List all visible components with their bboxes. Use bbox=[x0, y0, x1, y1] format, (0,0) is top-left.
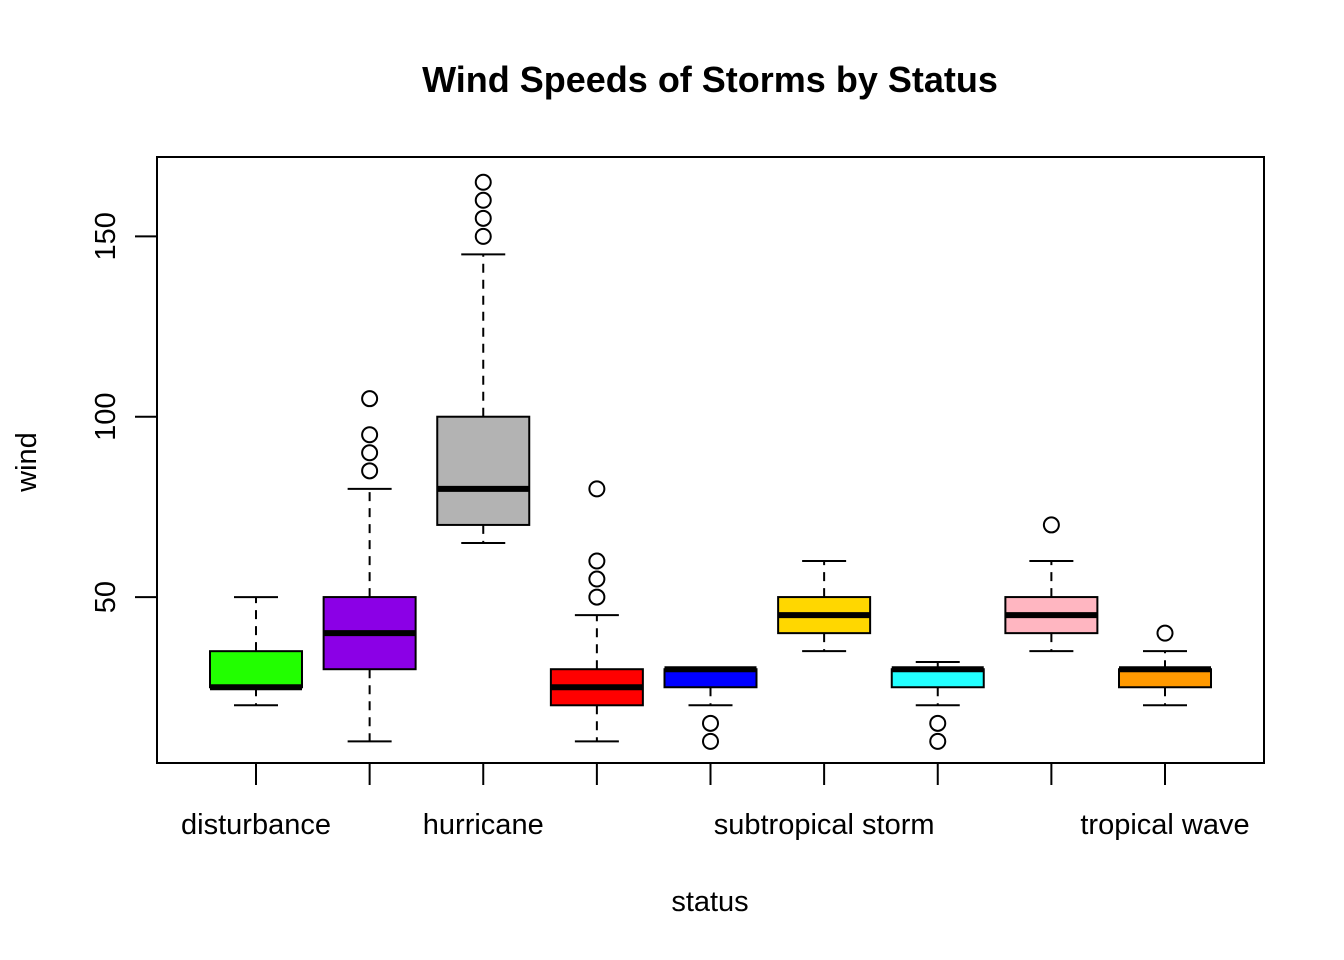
x-axis-label: status bbox=[671, 886, 748, 918]
box-disturbance bbox=[209, 596, 303, 707]
outlier-point bbox=[361, 390, 379, 408]
x-tick-label: subtropical storm bbox=[714, 809, 935, 841]
outlier-point bbox=[929, 732, 947, 750]
box-subtropical-storm bbox=[777, 560, 872, 653]
x-axis: disturbance hurricane subtropical storm tro… bbox=[181, 762, 1250, 841]
outlier-point bbox=[929, 714, 947, 732]
box-hurricane bbox=[436, 173, 531, 544]
outlier-point bbox=[361, 426, 379, 444]
outlier-point bbox=[474, 227, 492, 245]
outlier-point bbox=[361, 462, 379, 480]
box-other-low bbox=[549, 480, 644, 743]
box-iqr bbox=[209, 650, 303, 689]
y-axis-label: wind bbox=[11, 432, 43, 493]
outlier-point bbox=[474, 173, 492, 191]
x-tick-label: tropical wave bbox=[1080, 809, 1249, 841]
outlier-point bbox=[361, 444, 379, 462]
outlier-point bbox=[588, 588, 606, 606]
outlier-point bbox=[1042, 516, 1060, 534]
outlier-point bbox=[588, 552, 606, 570]
x-tick-label: disturbance bbox=[181, 809, 331, 841]
outlier-point bbox=[588, 480, 606, 498]
outlier-point bbox=[702, 732, 719, 750]
box-tropical-depression bbox=[890, 661, 985, 750]
box-tropical-storm bbox=[1004, 516, 1099, 653]
y-tick-label: 150 bbox=[90, 212, 122, 260]
y-tick-label: 50 bbox=[90, 581, 122, 613]
box-tropical-wave bbox=[1118, 624, 1212, 707]
y-tick-label: 100 bbox=[90, 393, 122, 441]
outlier-point bbox=[588, 570, 606, 588]
y-axis: 50 100 150 bbox=[90, 212, 158, 613]
box-extratropical bbox=[322, 390, 417, 743]
chart-title: Wind Speeds of Storms by Status bbox=[422, 59, 998, 100]
outlier-point bbox=[702, 714, 719, 732]
box-subtropical-depression bbox=[663, 666, 758, 750]
outlier-point bbox=[474, 209, 492, 227]
x-tick-label: hurricane bbox=[423, 809, 544, 841]
box-iqr bbox=[436, 415, 531, 526]
box-series bbox=[209, 173, 1212, 750]
outlier-point bbox=[474, 191, 492, 209]
outlier-point bbox=[1156, 624, 1174, 642]
